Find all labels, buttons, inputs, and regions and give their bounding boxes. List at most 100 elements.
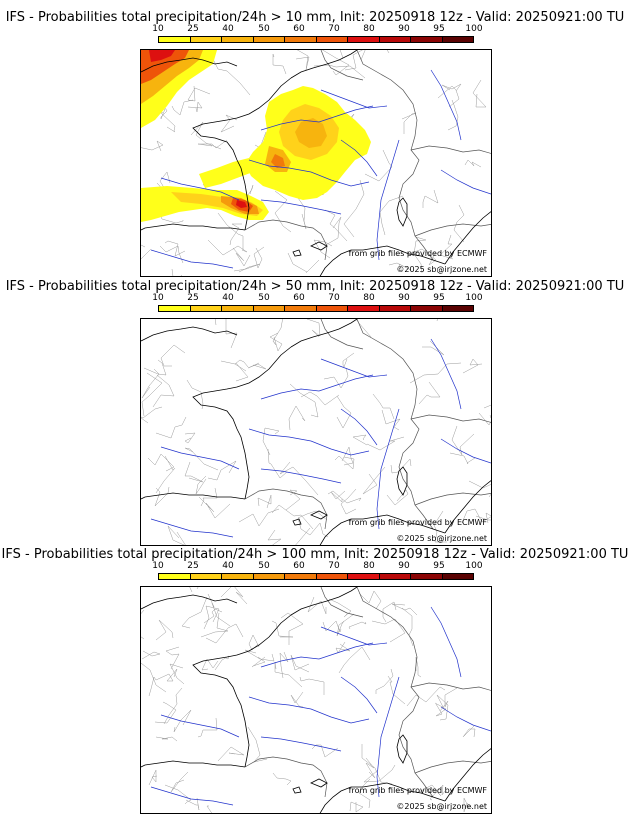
admin-border-line (141, 140, 164, 152)
river-line (430, 606, 462, 678)
admin-border-line (159, 245, 184, 264)
colorbar (158, 305, 474, 312)
admin-border-line (352, 434, 368, 446)
admin-border-line (155, 736, 178, 742)
admin-border-line (358, 590, 382, 610)
colorbar-segment (285, 574, 317, 579)
colorbar-tick-label: 10 (152, 561, 164, 571)
admin-border-line (324, 209, 348, 242)
admin-border-line (214, 655, 230, 671)
precipitation-probability-area (149, 50, 175, 62)
panel-title: IFS - Probabilities total precipitation/… (5, 279, 625, 294)
coastline (141, 760, 246, 768)
colorbar-segment (442, 306, 473, 311)
colorbar-tick-label: 25 (187, 293, 199, 303)
admin-border-line (422, 189, 439, 208)
forecast-panel-50mm: IFS - Probabilities total precipitation/… (0, 269, 630, 546)
colorbar-tick-label: 100 (465, 24, 483, 34)
admin-border-line (341, 446, 354, 466)
coastline (290, 319, 358, 348)
colorbar-segment (159, 37, 191, 42)
island-coastline (292, 518, 302, 526)
admin-border-line (220, 587, 248, 605)
map-svg (141, 50, 491, 276)
country-border-line (320, 587, 364, 618)
colorbar-tick-label: 50 (258, 24, 270, 34)
admin-border-line (300, 522, 329, 538)
admin-border-line (297, 197, 307, 230)
colorbar-segment (316, 37, 348, 42)
admin-border-line (272, 319, 283, 346)
admin-border-line (207, 239, 248, 256)
colorbar-segment (190, 306, 222, 311)
admin-border-line (409, 362, 462, 384)
colorbar-tick-label: 80 (363, 24, 375, 34)
admin-border-line (244, 649, 275, 662)
river-line (248, 428, 370, 456)
admin-border-line (297, 510, 328, 530)
admin-border-line (184, 461, 204, 483)
admin-border-line (155, 416, 187, 439)
colorbar-tick-label: 25 (187, 24, 199, 34)
admin-border-line (165, 646, 180, 670)
copyright-credit: ©2025 sb@irjzone.net (396, 802, 487, 811)
admin-border-line (436, 694, 449, 721)
admin-border-line (141, 406, 163, 424)
admin-border-line (247, 726, 268, 763)
admin-border-line (436, 319, 438, 322)
coastline (192, 346, 292, 500)
admin-border-line (181, 596, 208, 629)
river-line (376, 408, 400, 530)
river-line (320, 626, 388, 646)
river-line (320, 358, 388, 378)
colorbar-segment (379, 37, 411, 42)
precipitation-probability-area (199, 158, 259, 188)
admin-border-line (274, 661, 303, 688)
admin-border-line (334, 455, 355, 470)
colorbar-tick-label: 100 (465, 293, 483, 303)
colorbar-segment (285, 37, 317, 42)
admin-border-line (173, 709, 192, 733)
admin-border-line (441, 83, 462, 92)
admin-border-line (343, 179, 365, 238)
river-line (376, 139, 400, 261)
admin-border-line (141, 372, 163, 417)
country-border-line (320, 319, 364, 350)
coastline (192, 614, 292, 768)
admin-border-line (363, 764, 396, 783)
admin-border-line (371, 618, 406, 643)
colorbar-ticks: 10 25 40 50 60 70 80 90 95 100 (0, 293, 630, 305)
colorbar-segment (411, 37, 443, 42)
admin-border-line (214, 319, 217, 326)
coastline (444, 748, 491, 802)
coastline (319, 782, 446, 813)
panel-title: IFS - Probabilities total precipitation/… (1, 547, 629, 562)
colorbar-tick-label: 40 (222, 24, 234, 34)
river-line (340, 139, 378, 177)
admin-border-line (299, 676, 325, 695)
river-line (340, 676, 378, 714)
river-line (260, 642, 374, 668)
admin-border-line (285, 489, 301, 511)
river-line (440, 169, 491, 195)
admin-border-line (272, 53, 287, 75)
colorbar-segment (379, 306, 411, 311)
admin-border-line (155, 619, 174, 641)
river-line (248, 696, 370, 724)
admin-border-line (468, 480, 491, 498)
country-border-line (414, 492, 491, 506)
admin-border-line (322, 620, 342, 633)
admin-border-line (372, 393, 395, 420)
admin-border-line (463, 797, 473, 813)
admin-border-line (290, 654, 310, 673)
coastline (141, 594, 238, 610)
colorbar-segment (316, 306, 348, 311)
admin-border-line (328, 598, 352, 618)
panel-title: IFS - Probabilities total precipitation/… (5, 10, 625, 25)
admin-border-line (330, 490, 346, 503)
admin-border-line (238, 508, 280, 527)
admin-border-line (141, 609, 145, 640)
admin-border-line (335, 641, 351, 654)
admin-border-line (413, 236, 427, 257)
country-border-line (414, 223, 491, 237)
